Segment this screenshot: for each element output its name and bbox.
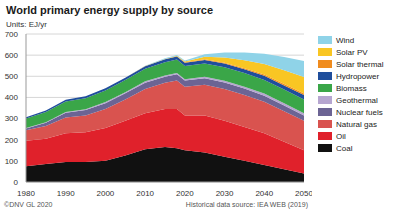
- html-text:Hydropower: Hydropower: [336, 71, 380, 81]
- svg-text:2000: 2000: [97, 189, 115, 196]
- svg-text:700: 700: [8, 30, 19, 39]
- html-text:Biomass: Biomass: [336, 83, 367, 93]
- svg-text:300: 300: [8, 114, 19, 123]
- html-text:Solar PV: Solar PV: [336, 47, 368, 57]
- svg-text:100: 100: [8, 157, 19, 166]
- svg-text:600: 600: [8, 51, 19, 60]
- svg-text:400: 400: [8, 93, 19, 102]
- svg-text:2040: 2040: [255, 189, 273, 196]
- html-text:Oil: Oil: [336, 131, 346, 141]
- svg-text:2010: 2010: [136, 189, 154, 196]
- html-text:Nuclear fuels: Nuclear fuels: [336, 107, 383, 117]
- html-text:Coal: Coal: [336, 143, 353, 153]
- html-text:Historical data source: IEA WE: Historical data source: IEA WEB (2019): [185, 201, 308, 208]
- html-text:World primary energy supply by: World primary energy supply by source: [6, 4, 213, 16]
- html-text:©DNV GL 2020: ©DNV GL 2020: [4, 201, 53, 208]
- html-text:Units: EJ/yr: Units: EJ/yr: [6, 20, 47, 29]
- html-text:Natural gas: Natural gas: [336, 119, 377, 129]
- svg-text:0: 0: [14, 178, 19, 187]
- svg-text:1980: 1980: [17, 189, 35, 196]
- svg-text:200: 200: [8, 136, 19, 145]
- svg-text:2050: 2050: [295, 189, 312, 196]
- html-text:Geothermal: Geothermal: [336, 95, 378, 105]
- svg-text:2030: 2030: [216, 189, 234, 196]
- svg-text:500: 500: [8, 72, 19, 81]
- html-text:Wind: Wind: [336, 35, 355, 45]
- svg-text:2020: 2020: [176, 189, 194, 196]
- svg-text:1990: 1990: [57, 189, 75, 196]
- html-text:Solar thermal: Solar thermal: [336, 59, 384, 69]
